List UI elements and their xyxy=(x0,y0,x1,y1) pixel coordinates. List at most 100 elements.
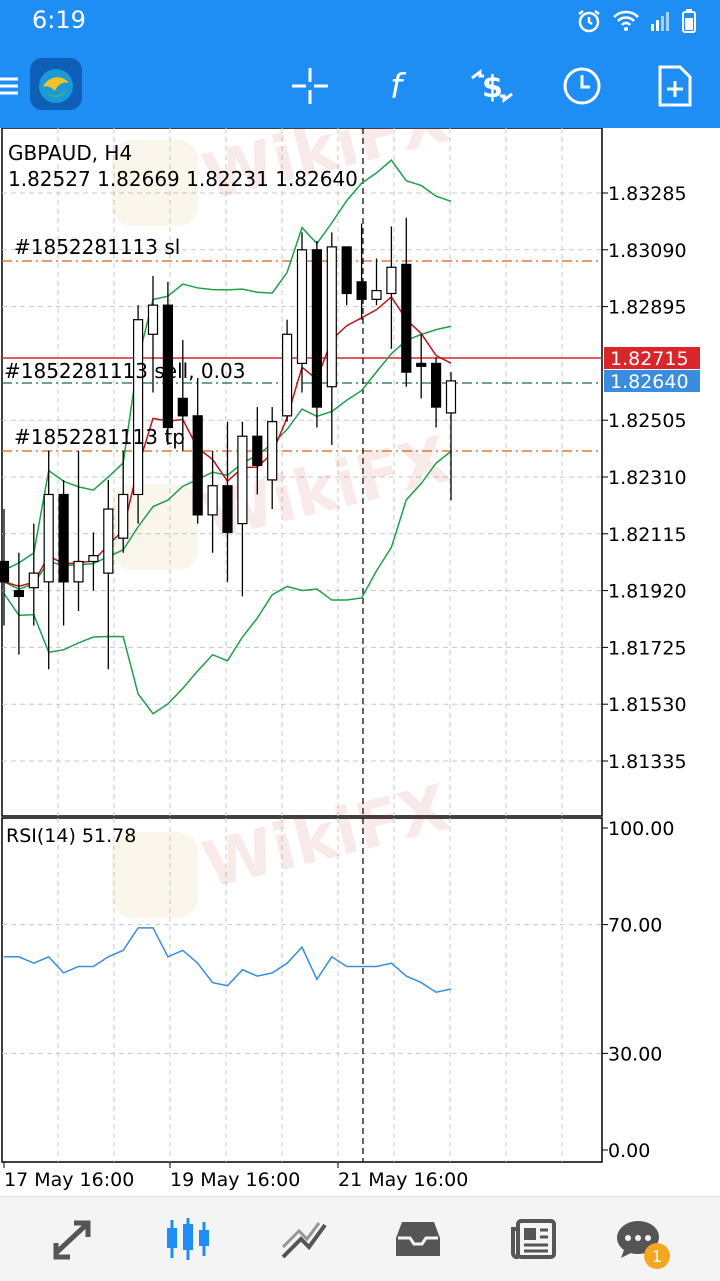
candle-body xyxy=(162,304,173,429)
metatrader-logo-icon xyxy=(30,58,82,110)
ask-price-tag xyxy=(604,347,700,369)
time-tick-label: 19 May 16:00 xyxy=(170,1169,300,1191)
candle-body xyxy=(416,362,427,367)
battery-icon xyxy=(682,9,696,33)
price-tick-label: 1.82505 xyxy=(608,410,687,432)
candle-body xyxy=(252,435,263,466)
candle-body xyxy=(43,493,54,583)
candle-body xyxy=(28,572,39,589)
wifi-icon xyxy=(613,10,639,31)
nav-messages[interactable]: 1 xyxy=(610,1213,670,1269)
candle-body xyxy=(133,319,144,496)
nav-quotes[interactable] xyxy=(44,1213,100,1265)
candle-body xyxy=(267,421,278,481)
candle-body xyxy=(401,263,412,373)
candle-body xyxy=(147,304,159,335)
candle-body xyxy=(177,397,188,417)
candle-body xyxy=(386,266,397,295)
candle-body xyxy=(222,485,233,533)
rsi-tick-label: 70.00 xyxy=(608,915,662,937)
candle-body xyxy=(13,589,24,598)
candle-body xyxy=(58,493,69,583)
messages-badge: 1 xyxy=(644,1243,670,1269)
newspaper-icon xyxy=(511,1219,556,1260)
rsi-tick-label: 30.00 xyxy=(608,1043,662,1065)
svg-text:f: f xyxy=(390,67,407,106)
rsi-line xyxy=(4,927,452,994)
candle-body xyxy=(118,493,129,539)
trade-button[interactable]: $ xyxy=(466,60,518,112)
candle-body xyxy=(296,249,308,365)
status-time: 6:19 xyxy=(32,6,86,34)
indicators-button[interactable]: f xyxy=(374,60,426,112)
history-button[interactable] xyxy=(556,60,608,112)
candle-body xyxy=(103,508,114,574)
candle-body xyxy=(192,415,203,516)
status-icons xyxy=(576,8,696,34)
price-tick-label: 1.81920 xyxy=(608,581,687,603)
candle-body xyxy=(311,249,322,408)
price-tick-label: 1.81725 xyxy=(608,637,687,659)
price-tick-label: 1.82115 xyxy=(608,524,687,546)
alarm-icon xyxy=(578,10,600,33)
bid-price-tag-text: 1.82640 xyxy=(610,371,689,393)
candle-body xyxy=(431,362,442,408)
chart-canvas[interactable]: WikiFX WikiFX WikiFX 1.832851.830901.828… xyxy=(0,128,720,1196)
top-toolbar: f $ xyxy=(0,44,720,128)
price-tick-label: 1.82895 xyxy=(608,297,687,319)
candle-body xyxy=(341,246,352,295)
candlestick-chart-icon xyxy=(167,1218,209,1260)
price-tick-label: 1.83285 xyxy=(608,183,687,205)
candles-group xyxy=(0,217,457,670)
rsi-tick-label: 100.00 xyxy=(608,818,674,840)
new-order-button[interactable] xyxy=(648,60,700,112)
main-chart-frame xyxy=(1,128,603,817)
tp-order-label: #1852281113 tp xyxy=(14,425,185,449)
candle-body xyxy=(326,246,337,388)
rsi-title: RSI(14) 51.78 xyxy=(6,825,136,847)
bottom-navigation: 1 xyxy=(0,1196,720,1281)
price-tick-label: 1.83090 xyxy=(608,240,687,262)
ask-price-tag-text: 1.82715 xyxy=(610,348,689,370)
trend-line-icon xyxy=(281,1222,327,1259)
crosshair-button[interactable] xyxy=(284,60,336,112)
candle-body xyxy=(88,555,99,563)
app-logo[interactable] xyxy=(28,56,84,112)
quotes-arrows-icon xyxy=(53,1220,91,1260)
nav-chart[interactable] xyxy=(160,1213,216,1265)
candle-body xyxy=(371,289,382,300)
hamburger-icon xyxy=(0,77,18,95)
status-bar: 6:19 xyxy=(0,0,720,44)
time-tick-label: 17 May 16:00 xyxy=(4,1169,134,1191)
candle-body xyxy=(356,281,367,300)
sl-order-label: #1852281113 sl xyxy=(14,235,180,259)
ohlc-text: 1.82527 1.82669 1.82231 1.82640 xyxy=(8,167,358,191)
nav-trade[interactable] xyxy=(276,1213,332,1265)
chart-area[interactable]: WikiFX WikiFX WikiFX 1.83285 1.83090 1.828… xyxy=(0,128,720,1196)
clock-icon xyxy=(563,67,601,105)
indicator-frame xyxy=(1,817,603,1163)
candle-body xyxy=(73,560,84,583)
svg-text:WikiFX: WikiFX xyxy=(196,423,457,555)
bid-price-tag xyxy=(604,370,700,392)
rsi-group xyxy=(4,927,452,994)
signal-icon xyxy=(651,12,669,31)
rsi-tick-label: 0.00 xyxy=(608,1140,650,1162)
nav-news[interactable] xyxy=(506,1213,562,1265)
price-tick-label: 1.82310 xyxy=(608,467,687,489)
svg-text:$: $ xyxy=(482,70,503,105)
nav-history[interactable] xyxy=(390,1213,446,1265)
price-tick-label: 1.81530 xyxy=(608,694,687,716)
menu-button[interactable] xyxy=(0,60,30,112)
candle-body xyxy=(282,333,293,417)
candle-body xyxy=(207,485,218,516)
dollar-arrows-icon: $ xyxy=(471,69,513,105)
function-icon: f xyxy=(390,67,407,106)
candle-body xyxy=(237,435,248,525)
candle-body xyxy=(445,380,457,414)
symbol-title: GBPAUD, H4 xyxy=(8,141,132,165)
axis-labels: 1.83285 1.83090 1.82895 1.82505 1.82310 1.821… xyxy=(3,183,687,1191)
svg-text:WikiFX: WikiFX xyxy=(196,771,457,903)
add-document-icon xyxy=(658,65,692,107)
crosshair-icon xyxy=(292,68,328,104)
